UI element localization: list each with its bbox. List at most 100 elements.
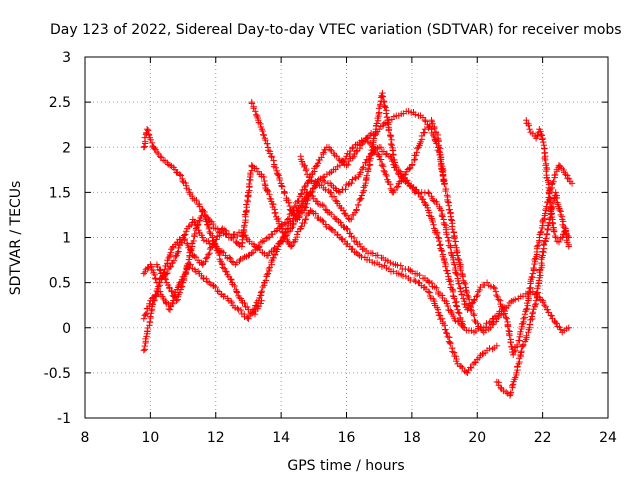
track-6-marker bbox=[243, 303, 251, 311]
track-3-marker bbox=[277, 238, 284, 245]
track-3-marker bbox=[210, 282, 218, 290]
track-5-marker bbox=[296, 213, 303, 220]
track-4-marker bbox=[160, 269, 168, 276]
track-10-marker bbox=[463, 289, 470, 297]
track-5-marker bbox=[524, 293, 532, 301]
track-5-marker bbox=[500, 305, 507, 312]
track-5-point bbox=[274, 171, 282, 178]
track-6-marker bbox=[183, 262, 191, 269]
track-5-marker bbox=[348, 215, 355, 223]
y-tick-label: 2 bbox=[62, 140, 71, 156]
track-6-marker bbox=[182, 268, 189, 276]
track-5-marker bbox=[387, 133, 394, 140]
track-6-marker bbox=[194, 222, 201, 229]
track-4-marker bbox=[147, 313, 154, 320]
track-5-point bbox=[523, 306, 530, 313]
track-10-marker bbox=[471, 316, 478, 324]
track-4-point bbox=[277, 225, 285, 232]
track-5-marker bbox=[537, 229, 544, 236]
track-3-point bbox=[264, 270, 272, 277]
track-4-marker bbox=[453, 357, 460, 365]
track-1-point bbox=[421, 116, 429, 124]
track-1-marker bbox=[304, 178, 312, 186]
track-3-point bbox=[140, 315, 148, 322]
track-9-marker bbox=[363, 135, 371, 142]
track-5-marker bbox=[358, 192, 365, 199]
track-4-marker bbox=[438, 315, 446, 322]
track-4-marker bbox=[222, 227, 230, 234]
track-5-marker bbox=[438, 212, 446, 219]
track-8-marker bbox=[542, 156, 549, 164]
track-6-marker bbox=[231, 282, 238, 290]
track-5-point bbox=[555, 162, 563, 169]
track-2-marker bbox=[452, 299, 459, 306]
track-9-marker bbox=[393, 183, 400, 191]
track-3-marker bbox=[258, 288, 266, 295]
track-4-marker bbox=[205, 251, 212, 258]
track-5-marker bbox=[415, 190, 422, 197]
track-7-marker bbox=[542, 235, 550, 242]
track-3-marker bbox=[547, 312, 555, 319]
track-1-marker bbox=[226, 254, 233, 261]
track-3-marker bbox=[297, 202, 305, 209]
track-4-marker bbox=[184, 241, 192, 249]
track-3-marker bbox=[553, 320, 560, 327]
track-2-marker bbox=[348, 179, 355, 187]
track-10-point bbox=[447, 216, 455, 223]
track-3-marker bbox=[319, 201, 326, 209]
track-4-marker bbox=[410, 276, 418, 284]
track-4-marker bbox=[203, 254, 211, 261]
track-5-marker bbox=[456, 284, 464, 292]
track-1-point bbox=[343, 162, 350, 169]
track-5-marker bbox=[322, 186, 329, 193]
track-3-marker bbox=[356, 240, 363, 248]
track-10-marker bbox=[438, 160, 445, 167]
x-tick-label: 14 bbox=[272, 430, 290, 446]
track-5-point bbox=[425, 189, 432, 196]
track-5-marker bbox=[543, 203, 550, 210]
track-3-marker bbox=[337, 219, 344, 226]
track-6-marker bbox=[227, 275, 234, 283]
track-9-marker bbox=[378, 162, 386, 169]
track-3-marker bbox=[237, 306, 245, 314]
track-5-marker bbox=[505, 327, 512, 335]
track-3-marker bbox=[309, 192, 316, 200]
track-2-marker bbox=[148, 139, 156, 147]
track-3-point bbox=[284, 225, 291, 232]
track-5-marker bbox=[453, 270, 460, 277]
track-5-point bbox=[359, 189, 367, 196]
track-4-marker bbox=[282, 232, 289, 240]
track-3-marker bbox=[142, 310, 150, 318]
track-5-marker bbox=[551, 171, 559, 179]
track-4-marker bbox=[449, 348, 456, 355]
track-3-marker bbox=[428, 280, 436, 287]
data-markers bbox=[140, 89, 576, 399]
track-4-point bbox=[199, 261, 206, 268]
track-2-marker bbox=[209, 220, 217, 228]
track-4-point bbox=[140, 347, 148, 354]
track-5-marker bbox=[381, 103, 388, 110]
track-8-marker bbox=[551, 228, 558, 235]
track-2-marker bbox=[415, 190, 423, 197]
track-7-marker bbox=[508, 382, 516, 390]
track-5-marker bbox=[379, 93, 386, 100]
track-5-marker bbox=[252, 108, 259, 115]
track-4-marker bbox=[447, 340, 454, 347]
track-10-marker bbox=[435, 144, 442, 151]
track-2-marker bbox=[429, 218, 436, 226]
track-4-marker bbox=[412, 278, 419, 285]
track-3-marker bbox=[397, 262, 404, 269]
track-4-marker bbox=[443, 330, 451, 337]
track-7-marker bbox=[509, 381, 517, 388]
x-tick-label: 24 bbox=[599, 430, 617, 446]
track-3-marker bbox=[455, 318, 463, 325]
track-4-marker bbox=[441, 326, 449, 333]
track-5-marker bbox=[343, 212, 351, 219]
track-1-marker bbox=[228, 258, 235, 265]
track-4-marker bbox=[156, 279, 164, 286]
track-4-marker bbox=[230, 234, 237, 241]
track-2-marker bbox=[377, 144, 385, 151]
track-4-marker bbox=[149, 300, 156, 308]
grid bbox=[85, 57, 608, 418]
track-6-marker bbox=[210, 237, 217, 245]
